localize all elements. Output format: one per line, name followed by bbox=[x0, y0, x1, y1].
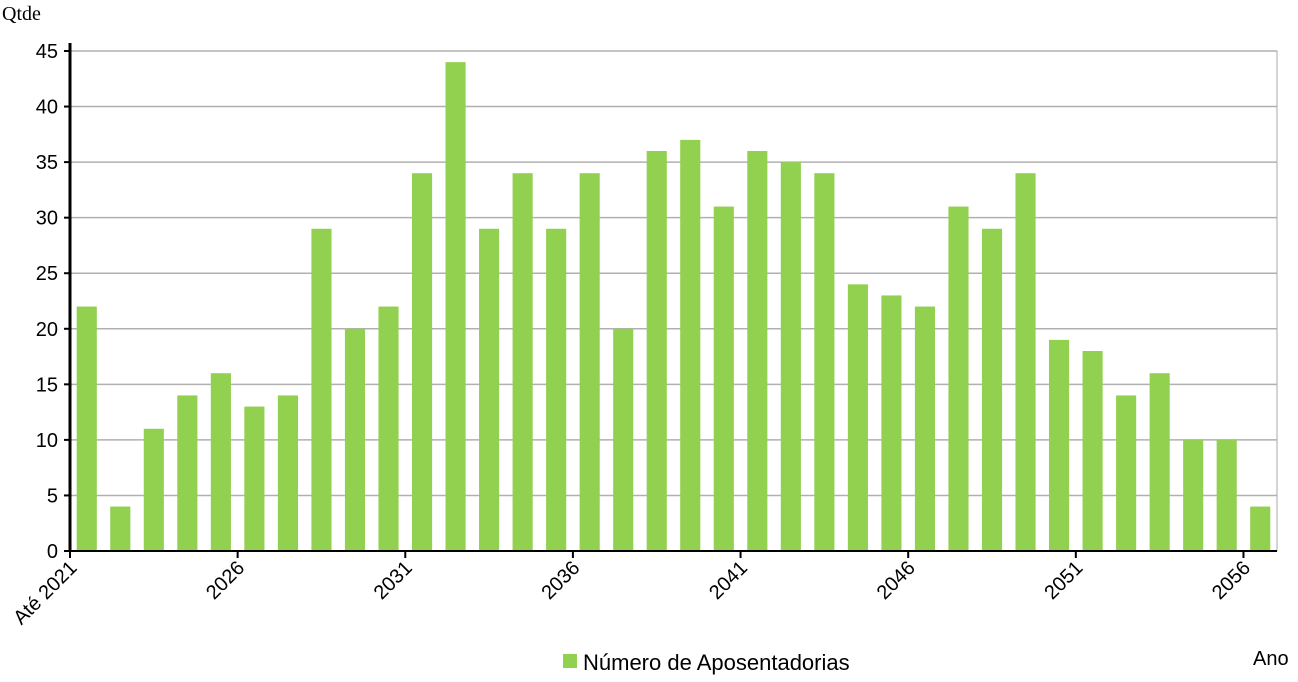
bar bbox=[76, 306, 97, 551]
x-axis-title: Ano bbox=[1253, 648, 1289, 670]
bar bbox=[914, 306, 936, 551]
bar bbox=[613, 328, 634, 551]
y-tick-label: 35 bbox=[36, 152, 58, 174]
bar bbox=[445, 62, 466, 551]
bar bbox=[713, 206, 734, 552]
y-tick-label: 10 bbox=[36, 430, 58, 452]
bar bbox=[244, 406, 265, 551]
x-tick-label: 2046 bbox=[873, 557, 920, 604]
x-tick-label: 2036 bbox=[537, 557, 584, 604]
legend-swatch bbox=[563, 654, 577, 668]
bar bbox=[881, 295, 902, 551]
bar bbox=[210, 373, 231, 551]
bar bbox=[1049, 339, 1070, 551]
bar bbox=[646, 151, 667, 551]
y-tick-label: 5 bbox=[47, 485, 58, 507]
x-tick-label: Até 2021 bbox=[9, 557, 81, 629]
bar bbox=[277, 395, 298, 551]
x-tick-label: 2051 bbox=[1040, 557, 1087, 604]
bar bbox=[747, 151, 768, 551]
bar bbox=[143, 428, 164, 551]
bar bbox=[411, 173, 433, 551]
y-tick-label: 25 bbox=[36, 263, 58, 285]
bar bbox=[1082, 351, 1103, 551]
bar bbox=[110, 506, 131, 551]
x-tick-label: 2041 bbox=[705, 557, 752, 604]
bar bbox=[1183, 439, 1204, 551]
bar bbox=[378, 306, 399, 551]
bar bbox=[1216, 439, 1237, 551]
bar bbox=[579, 173, 600, 551]
bar bbox=[1116, 395, 1137, 551]
legend-label: Número de Aposentadorias bbox=[583, 650, 850, 675]
bar bbox=[546, 228, 567, 551]
x-tick-label: 2031 bbox=[370, 557, 417, 604]
bar bbox=[177, 395, 198, 551]
bar bbox=[981, 228, 1003, 551]
bar bbox=[680, 139, 701, 551]
y-tick-label: 20 bbox=[36, 319, 58, 341]
bar bbox=[948, 206, 969, 552]
bar bbox=[1015, 173, 1036, 551]
bar bbox=[1149, 373, 1170, 551]
y-tick-label: 45 bbox=[36, 41, 58, 63]
bar bbox=[847, 284, 868, 551]
bar bbox=[780, 162, 801, 551]
y-tick-label: 40 bbox=[36, 97, 58, 119]
bar bbox=[1250, 506, 1271, 551]
y-tick-label: 15 bbox=[36, 374, 58, 396]
bar bbox=[512, 173, 533, 551]
x-tick-label: 2056 bbox=[1208, 557, 1255, 604]
y-axis-title: Qtde bbox=[2, 3, 41, 25]
bar bbox=[814, 173, 835, 551]
bar bbox=[344, 328, 366, 551]
y-tick-label: 0 bbox=[47, 541, 58, 563]
bar bbox=[311, 228, 332, 551]
y-tick-label: 30 bbox=[36, 208, 58, 230]
x-tick-label: 2026 bbox=[202, 557, 249, 604]
bar bbox=[479, 228, 500, 551]
